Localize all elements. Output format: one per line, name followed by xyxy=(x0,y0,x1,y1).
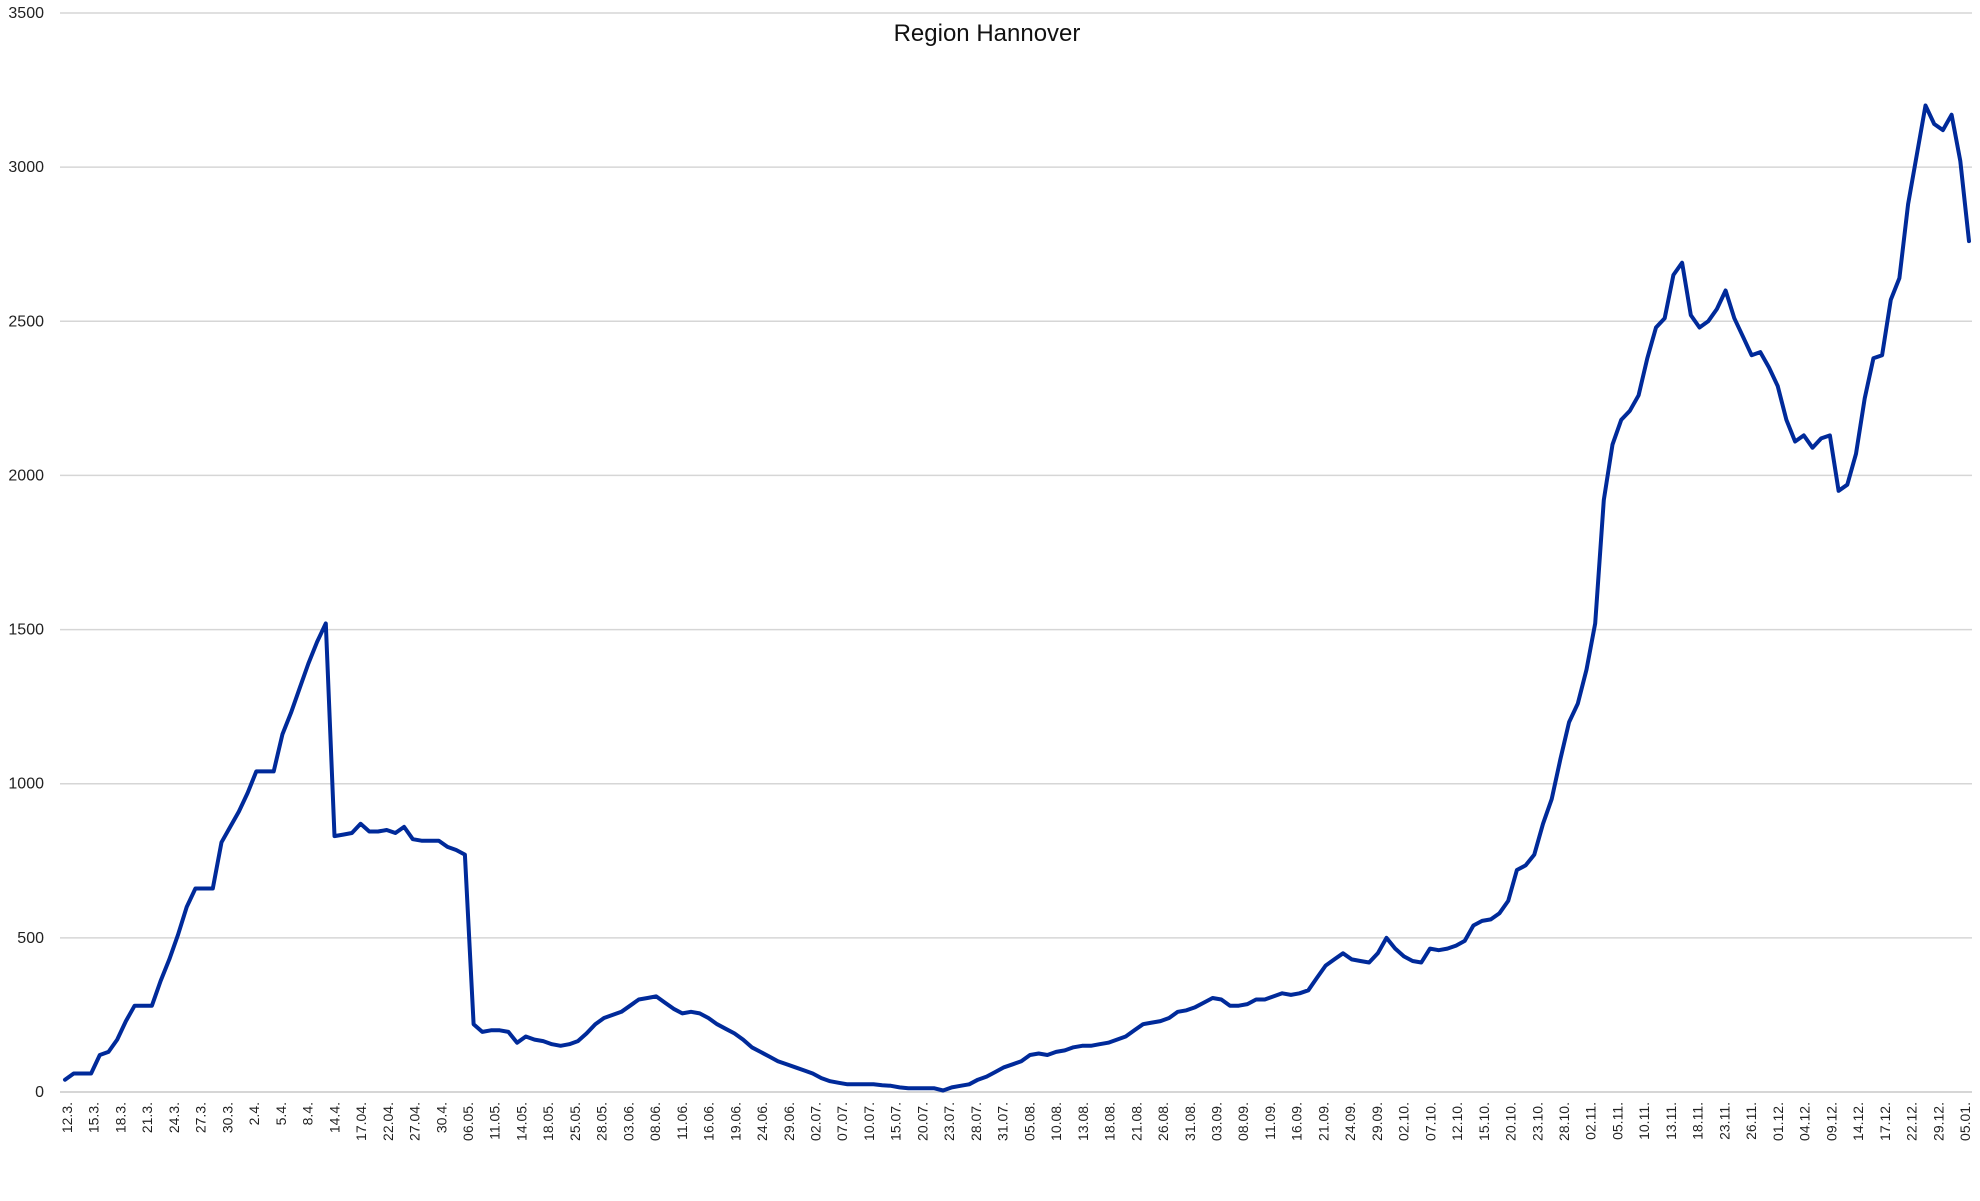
x-tick-label: 28.05. xyxy=(594,1102,610,1141)
x-tick-label: 18.11. xyxy=(1690,1102,1706,1140)
x-tick-label: 27.04. xyxy=(407,1102,423,1141)
x-tick-label: 18.3. xyxy=(113,1102,129,1133)
x-tick-label: 15.10. xyxy=(1476,1102,1492,1141)
x-tick-label: 12.10. xyxy=(1449,1102,1465,1141)
x-tick-label: 22.04. xyxy=(380,1102,396,1141)
x-tick-label: 23.07. xyxy=(941,1102,957,1141)
x-tick-label: 30.4. xyxy=(433,1102,449,1133)
x-tick-label: 10.11. xyxy=(1636,1102,1652,1140)
x-tick-label: 07.10. xyxy=(1422,1102,1438,1141)
x-tick-label: 18.08. xyxy=(1102,1102,1118,1141)
chart-title: Region Hannover xyxy=(894,20,1081,47)
x-tick-label: 02.10. xyxy=(1396,1102,1412,1141)
y-tick-label: 2000 xyxy=(8,467,44,484)
x-tick-label: 16.06. xyxy=(701,1102,717,1141)
x-tick-label: 5.4. xyxy=(273,1102,289,1125)
x-tick-label: 14.05. xyxy=(514,1102,530,1141)
x-tick-label: 07.07. xyxy=(834,1102,850,1141)
x-tick-label: 06.05. xyxy=(460,1102,476,1141)
x-axis-ticks: 12.3. 15.3. 18.3. 21.3. 24.3. 27.3. 30.3. 2.4. 5… xyxy=(59,1102,1973,1141)
x-tick-label: 30.3. xyxy=(219,1102,235,1133)
x-tick-label: 16.09. xyxy=(1289,1102,1305,1141)
x-tick-label: 02.11. xyxy=(1583,1102,1599,1140)
x-tick-label: 13.11. xyxy=(1663,1102,1679,1140)
x-tick-label: 10.07. xyxy=(861,1102,877,1141)
grid-lines xyxy=(60,12,1972,1093)
x-tick-label: 20.10. xyxy=(1503,1102,1519,1141)
y-tick-label: 1000 xyxy=(8,776,44,793)
x-tick-label: 24.09. xyxy=(1342,1102,1358,1141)
x-tick-label: 02.07. xyxy=(808,1102,824,1141)
x-tick-label: 12.3. xyxy=(59,1102,75,1133)
x-tick-label: 31.08. xyxy=(1182,1102,1198,1141)
x-tick-label: 25.05. xyxy=(567,1102,583,1141)
x-tick-label: 03.09. xyxy=(1209,1102,1225,1141)
x-tick-label: 08.06. xyxy=(647,1102,663,1141)
x-tick-label: 28.10. xyxy=(1556,1102,1572,1141)
x-tick-label: 10.08. xyxy=(1048,1102,1064,1141)
y-axis-ticks: 0 500 1000 1500 2000 2500 3000 3500 xyxy=(8,5,44,1101)
x-tick-label: 31.07. xyxy=(995,1102,1011,1141)
x-tick-label: 21.09. xyxy=(1315,1102,1331,1141)
x-tick-label: 17.12. xyxy=(1877,1102,1893,1141)
y-tick-label: 3500 xyxy=(8,5,44,22)
x-tick-label: 03.06. xyxy=(620,1102,636,1141)
x-tick-label: 24.06. xyxy=(754,1102,770,1141)
x-tick-label: 2.4. xyxy=(246,1102,262,1125)
x-tick-label: 05.01. xyxy=(1957,1102,1973,1141)
x-tick-label: 08.09. xyxy=(1235,1102,1251,1141)
x-tick-label: 27.3. xyxy=(193,1102,209,1133)
x-tick-label: 19.06. xyxy=(727,1102,743,1141)
y-tick-label: 2500 xyxy=(8,313,44,330)
x-tick-label: 29.12. xyxy=(1930,1102,1946,1141)
x-tick-label: 18.05. xyxy=(540,1102,556,1141)
x-tick-label: 04.12. xyxy=(1797,1102,1813,1141)
x-tick-label: 24.3. xyxy=(166,1102,182,1133)
y-tick-label: 0 xyxy=(35,1084,44,1101)
y-tick-label: 500 xyxy=(17,930,44,947)
x-tick-label: 15.07. xyxy=(888,1102,904,1141)
y-tick-label: 1500 xyxy=(8,622,44,639)
x-tick-label: 05.11. xyxy=(1610,1102,1626,1140)
x-tick-label: 20.07. xyxy=(914,1102,930,1141)
x-tick-label: 29.09. xyxy=(1369,1102,1385,1141)
series-line xyxy=(63,103,1971,1093)
x-tick-label: 21.08. xyxy=(1128,1102,1144,1141)
x-tick-label: 17.04. xyxy=(353,1102,369,1141)
x-tick-label: 11.05. xyxy=(487,1102,503,1140)
x-tick-label: 01.12. xyxy=(1770,1102,1786,1141)
x-tick-label: 29.06. xyxy=(781,1102,797,1141)
x-tick-label: 14.4. xyxy=(326,1102,342,1133)
x-tick-label: 23.10. xyxy=(1529,1102,1545,1141)
x-tick-label: 05.08. xyxy=(1021,1102,1037,1141)
x-tick-label: 21.3. xyxy=(139,1102,155,1133)
x-tick-label: 26.08. xyxy=(1155,1102,1171,1141)
x-tick-label: 13.08. xyxy=(1075,1102,1091,1141)
x-tick-label: 22.12. xyxy=(1904,1102,1920,1141)
x-tick-label: 11.06. xyxy=(674,1102,690,1140)
x-tick-label: 8.4. xyxy=(300,1102,316,1125)
x-tick-label: 14.12. xyxy=(1850,1102,1866,1141)
x-tick-label: 26.11. xyxy=(1743,1102,1759,1140)
x-tick-label: 23.11. xyxy=(1716,1102,1732,1140)
x-tick-label: 09.12. xyxy=(1823,1102,1839,1141)
x-tick-label: 11.09. xyxy=(1262,1102,1278,1140)
x-tick-label: 28.07. xyxy=(968,1102,984,1141)
x-tick-label: 15.3. xyxy=(86,1102,102,1133)
y-tick-label: 3000 xyxy=(8,159,44,176)
